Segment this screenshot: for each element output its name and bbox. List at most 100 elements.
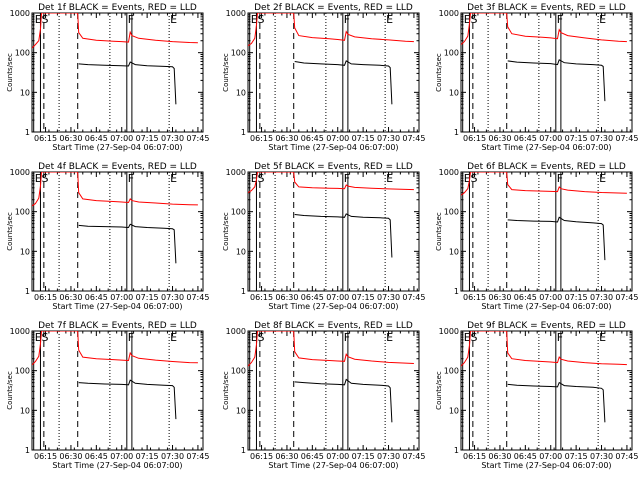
- x-tick-label: 07:15: [565, 293, 588, 302]
- x-tick-label: 07:15: [136, 134, 159, 143]
- marker-label: E: [464, 13, 471, 26]
- events-series-line: [507, 216, 606, 261]
- y-tick-label: 1000: [10, 168, 30, 177]
- y-tick-label: 1: [25, 128, 30, 137]
- marker-label: F: [128, 331, 134, 344]
- y-tick-label: 1000: [439, 9, 459, 18]
- marker-label: S: [470, 13, 477, 26]
- y-tick-label: 1000: [226, 9, 246, 18]
- x-tick-label: 06:45: [514, 452, 537, 461]
- x-tick-label: 07:45: [402, 134, 425, 143]
- marker-label: E: [170, 331, 177, 344]
- y-tick-label: 10: [236, 88, 246, 97]
- marker-label: F: [557, 13, 563, 26]
- x-axis-label: Start Time (27-Sep-04 06:07:00): [481, 302, 611, 311]
- lld-series-line: [32, 172, 198, 207]
- x-tick-label: 07:15: [136, 452, 159, 461]
- events-series-line: [294, 213, 393, 258]
- y-tick-label: 100: [444, 208, 459, 217]
- panel-title: Det 5f BLACK = Events, RED = LLD: [254, 162, 413, 172]
- x-tick-label: 06:30: [275, 452, 298, 461]
- panel-title: Det 6f BLACK = Events, RED = LLD: [467, 162, 626, 172]
- x-tick-label: 06:45: [85, 293, 108, 302]
- panel-4: Det 4f BLACK = Events, RED = LLD 1 10 100 10…: [6, 162, 209, 311]
- y-tick-label: 10: [236, 247, 246, 256]
- panel-8: Det 8f BLACK = Events, RED = LLD 1 10 100 10…: [222, 321, 425, 470]
- x-axis-label: Start Time (27-Sep-04 06:07:00): [52, 461, 182, 470]
- x-tick-label: 06:30: [59, 134, 82, 143]
- panel-5: Det 5f BLACK = Events, RED = LLD 1 10 100 10…: [222, 162, 425, 311]
- x-tick-label: 07:45: [615, 452, 638, 461]
- y-axis-label: Counts/sec: [6, 212, 14, 251]
- x-tick-label: 06:45: [85, 134, 108, 143]
- x-tick-label: 07:00: [539, 134, 562, 143]
- x-tick-label: 07:30: [161, 452, 184, 461]
- x-tick-label: 06:15: [463, 293, 486, 302]
- events-series-line: [294, 378, 393, 423]
- y-axis-label: Counts/sec: [222, 53, 230, 92]
- marker-label: E: [386, 331, 393, 344]
- x-tick-label: 07:15: [352, 293, 375, 302]
- axes-frame: [460, 171, 633, 292]
- x-tick-label: 06:45: [301, 134, 324, 143]
- marker-label: E: [464, 331, 471, 344]
- x-tick-label: 06:15: [34, 452, 57, 461]
- marker-label: E: [386, 172, 393, 185]
- marker-label: E: [251, 13, 258, 26]
- lld-series-line: [248, 331, 414, 367]
- marker-label: S: [257, 172, 264, 185]
- x-tick-label: 07:30: [161, 134, 184, 143]
- marker-label: E: [599, 172, 606, 185]
- y-axis-label: Counts/sec: [435, 212, 443, 251]
- x-tick-label: 06:15: [250, 293, 273, 302]
- marker-label: S: [470, 331, 477, 344]
- x-tick-label: 07:30: [590, 293, 613, 302]
- x-tick-label: 07:15: [352, 452, 375, 461]
- x-tick-label: 07:00: [326, 134, 349, 143]
- marker-label: E: [170, 13, 177, 26]
- marker-label: E: [464, 172, 471, 185]
- y-tick-label: 100: [15, 208, 30, 217]
- events-series-line: [294, 60, 393, 105]
- x-tick-label: 06:15: [463, 134, 486, 143]
- y-tick-label: 100: [231, 208, 246, 217]
- marker-label: E: [251, 331, 258, 344]
- panel-title: Det 2f BLACK = Events, RED = LLD: [254, 3, 413, 13]
- panel-7: Det 7f BLACK = Events, RED = LLD 1 10 100 10…: [6, 321, 209, 470]
- x-tick-label: 07:15: [352, 134, 375, 143]
- marker-label: E: [170, 172, 177, 185]
- y-tick-label: 10: [449, 247, 459, 256]
- y-tick-label: 10: [20, 247, 30, 256]
- y-tick-label: 10: [236, 406, 246, 415]
- panel-9: Det 9f BLACK = Events, RED = LLD 1 10 100 10…: [435, 321, 638, 470]
- panel-3: Det 3f BLACK = Events, RED = LLD 1 10 100 10…: [435, 3, 638, 152]
- y-axis-label: Counts/sec: [222, 371, 230, 410]
- x-tick-label: 07:15: [136, 293, 159, 302]
- x-tick-label: 07:45: [615, 134, 638, 143]
- x-tick-label: 06:45: [85, 452, 108, 461]
- y-tick-label: 1000: [439, 327, 459, 336]
- marker-label: F: [557, 172, 563, 185]
- marker-label: E: [386, 13, 393, 26]
- y-tick-label: 1: [25, 446, 30, 455]
- x-tick-label: 06:45: [514, 293, 537, 302]
- marker-label: S: [257, 13, 264, 26]
- y-tick-label: 10: [20, 406, 30, 415]
- x-tick-label: 07:00: [326, 452, 349, 461]
- axes-frame: [460, 330, 633, 451]
- marker-label: F: [344, 13, 350, 26]
- x-tick-label: 07:45: [615, 293, 638, 302]
- marker-label: E: [35, 331, 42, 344]
- x-tick-label: 07:15: [565, 452, 588, 461]
- axes-frame: [31, 330, 204, 451]
- x-tick-label: 07:45: [402, 452, 425, 461]
- y-tick-label: 100: [15, 367, 30, 376]
- marker-label: F: [557, 331, 563, 344]
- marker-label: F: [128, 13, 134, 26]
- lld-series-line: [32, 331, 198, 366]
- y-tick-label: 10: [449, 406, 459, 415]
- x-tick-label: 06:30: [59, 452, 82, 461]
- x-tick-label: 07:30: [377, 452, 400, 461]
- x-tick-label: 07:45: [402, 293, 425, 302]
